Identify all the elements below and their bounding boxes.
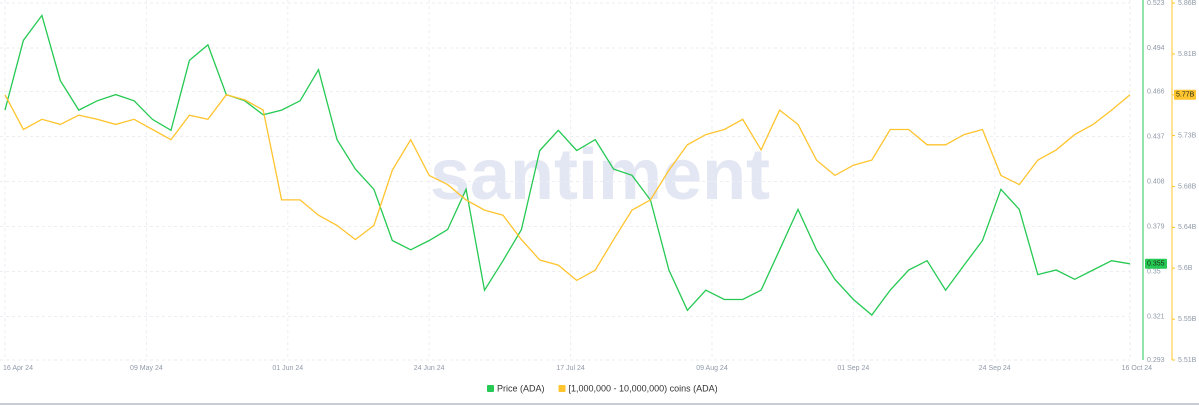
x-tick-label: 24 Sep 24 <box>979 365 1011 372</box>
y2-tick-label: 5.64B <box>1178 224 1197 231</box>
y-tick-label: 0.321 <box>1147 313 1165 320</box>
y2-tick-label: 5.81B <box>1178 51 1197 58</box>
y2-tick-label: 5.68B <box>1178 183 1197 190</box>
y-tick-label: 0.437 <box>1147 133 1165 140</box>
y2-tick-label: 5.73B <box>1178 132 1197 139</box>
last-value-badge <box>1145 258 1167 269</box>
legend-swatch <box>558 385 566 392</box>
legend-label: [1,000,000 - 10,000,000) coins (ADA) <box>569 383 718 393</box>
legend-swatch <box>487 385 494 392</box>
x-tick-label: 01 Jun 24 <box>272 365 303 372</box>
y-tick-label: 0.379 <box>1147 223 1165 230</box>
y-tick-label: 0.494 <box>1147 45 1165 52</box>
y-tick-label: 0.523 <box>1147 0 1165 7</box>
x-tick-label: 16 Apr 24 <box>3 365 33 372</box>
y-tick-label: 0.35 <box>1147 268 1161 275</box>
y-tick-label: 0.408 <box>1147 178 1165 185</box>
series-line <box>4 94 1131 282</box>
y-tick-label: 0.466 <box>1147 88 1165 95</box>
x-tick-label: 17 Jul 24 <box>556 365 585 372</box>
y2-tick-label: 5.6B <box>1178 265 1193 272</box>
last-value-label: 5.77B <box>1176 92 1195 99</box>
last-value-badge <box>1174 89 1196 100</box>
y2-tick-label: 5.55B <box>1178 316 1197 323</box>
x-tick-label: 01 Sep 24 <box>837 365 869 372</box>
x-tick-label: 09 May 24 <box>130 365 163 372</box>
x-tick-label: 24 Jun 24 <box>414 365 445 372</box>
y2-tick-label: 5.51B <box>1178 357 1197 364</box>
y-tick-label: 0.293 <box>1147 357 1165 364</box>
x-tick-label: 09 Aug 24 <box>696 365 728 372</box>
x-tick-label: 16 Oct 24 <box>1122 365 1152 372</box>
last-value-label: 0.355 <box>1147 261 1165 268</box>
series-line <box>4 13 1131 316</box>
y2-tick-label: 5.86B <box>1178 0 1197 7</box>
legend-label: Price (ADA) <box>497 383 545 393</box>
